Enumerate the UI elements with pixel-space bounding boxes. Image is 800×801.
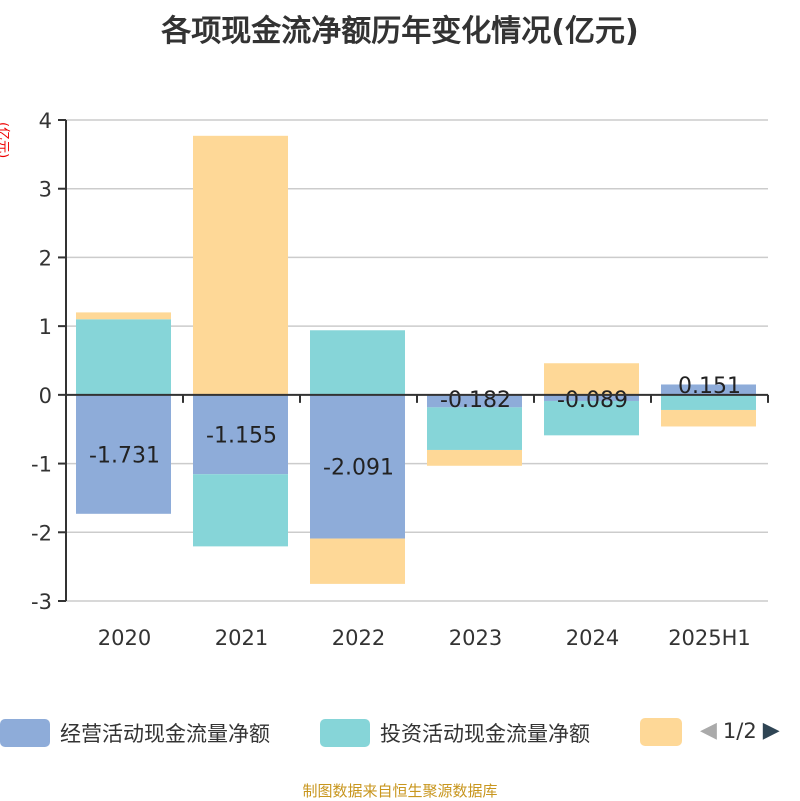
bar-financing (310, 538, 405, 584)
data-label: -1.155 (206, 424, 277, 449)
source-note: 制图数据来自恒生聚源数据库 (302, 782, 498, 800)
chart-plot: 4 3 2 1 0 -1 -2 -3 2020 2021 2022 2023 2024 2025H1 -1.… (31, 109, 769, 650)
x-tick-label: 2020 (98, 626, 151, 650)
legend-swatch (0, 719, 50, 747)
bar-investing (427, 407, 522, 450)
legend-swatch (320, 719, 370, 747)
bar-investing (661, 394, 756, 410)
x-tick-label: 2021 (215, 626, 268, 650)
bar-investing (76, 319, 171, 395)
bar-operating (310, 394, 405, 539)
bar-operating (544, 394, 639, 401)
bar-financing (76, 312, 171, 320)
x-tick-label: 2025H1 (668, 626, 751, 650)
legend-page: 1/2 (722, 718, 757, 743)
data-label: -0.089 (557, 388, 628, 413)
x-tick-label: 2022 (332, 626, 385, 650)
x-tick-label: 2023 (449, 626, 502, 650)
bar-investing (544, 400, 639, 436)
y-tick-label: -1 (31, 453, 52, 477)
bar-operating (193, 394, 288, 475)
legend-item-operating[interactable]: 经营活动现金流量净额 (0, 718, 270, 748)
y-tick-label: 2 (39, 246, 52, 270)
bar-operating (661, 384, 756, 395)
y-tick-label: -3 (31, 590, 52, 614)
data-label: -2.091 (323, 456, 394, 481)
data-label: -0.182 (440, 388, 511, 413)
y-tick-label: -2 (31, 521, 52, 545)
bar-financing (193, 135, 288, 395)
next-page-icon[interactable]: ▶ (762, 718, 780, 743)
bar-operating (76, 394, 171, 514)
y-tick-label: 4 (39, 109, 52, 133)
legend-label: 经营活动现金流量净额 (60, 722, 270, 746)
x-tick-label: 2024 (566, 626, 619, 650)
legend-item-financing[interactable] (640, 718, 692, 746)
y-tick-label: 1 (39, 315, 52, 339)
bar-investing (193, 474, 288, 547)
prev-page-icon[interactable]: ◀ (700, 718, 717, 743)
y-tick-label: 0 (39, 384, 52, 408)
bar-operating (427, 394, 522, 408)
chart-title: 各项现金流净额历年变化情况(亿元) (161, 14, 639, 49)
bar-financing (544, 363, 639, 395)
bar-investing (310, 330, 405, 395)
legend-label: 投资活动现金流量净额 (380, 722, 590, 746)
bar-financing (661, 409, 756, 427)
y-tick-label: 3 (39, 178, 52, 202)
legend-swatch (640, 718, 682, 746)
legend-item-investing[interactable]: 投资活动现金流量净额 (320, 718, 590, 748)
legend-pager: ◀ 1/2 ▶ (700, 718, 780, 743)
data-label: -1.731 (89, 443, 160, 468)
bar-financing (427, 449, 522, 466)
